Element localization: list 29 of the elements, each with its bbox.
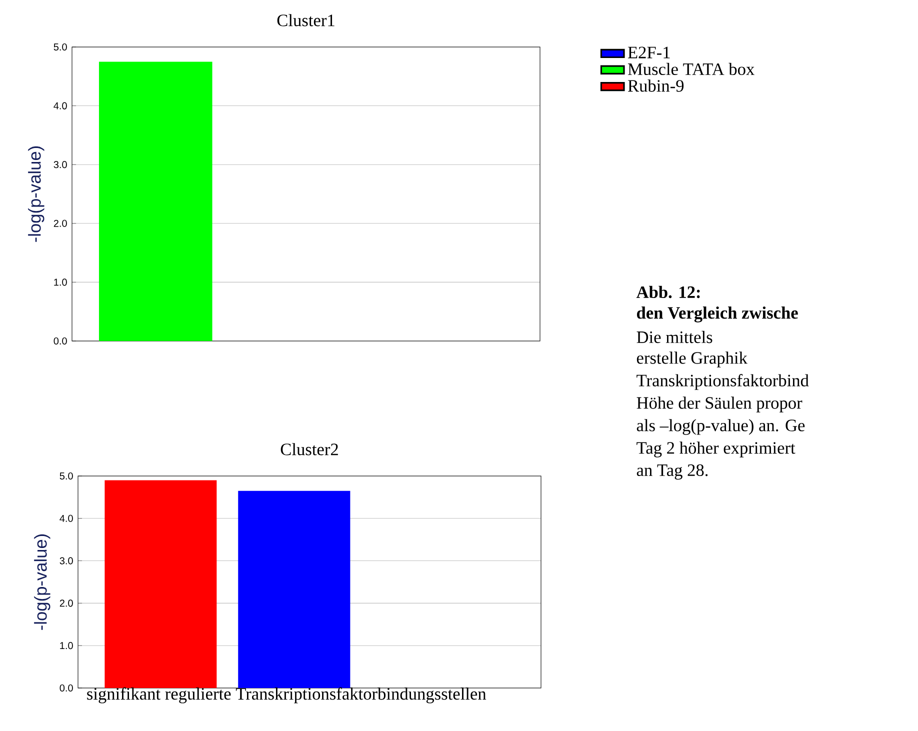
y-tick-label: 2.0 [60,600,73,607]
text: Tag 2 höher exprimiert [636,442,796,458]
text: Die mittels [636,330,712,344]
y-tick-label: 1.0 [60,642,73,650]
x-axis-title: signifikant regulierte Transkriptionsfaktorbindungsstellen [87,687,486,704]
y-tick-label: 4.0 [60,514,73,522]
legend-label: Rubin-9 [628,80,684,92]
legend-label: E2F-1 [628,46,670,58]
y-tick-label: 2.0 [54,220,67,227]
y-tick-label: 3.0 [54,161,67,168]
y-tick-label: 3.0 [60,557,73,564]
y-tick-label: 4.0 [54,102,67,110]
text: den Vergleich zwische [636,306,798,322]
text: Abb. 12: [636,286,700,298]
text: Höhe der Säulen propor [636,396,802,412]
y-axis-title: -log(p-value) [34,534,50,630]
chart-title: Cluster2 [280,443,338,456]
y-tick-label: 5.0 [60,472,73,480]
y-axis-title: -log(p-value) [28,146,44,242]
y-tick-label: 5.0 [54,43,67,51]
y-tick-label: 0.0 [60,684,73,692]
text: als –log(p-value) an. Ge [636,419,805,435]
text: an Tag 28. [636,464,708,480]
legend-label: Muscle TATA box [628,62,754,76]
chart-title: Cluster1 [277,14,334,26]
y-tick-label: 1.0 [54,278,67,286]
y-tick-label: 0.0 [54,337,67,345]
text: erstelle Graphik [636,352,748,368]
text: Transkriptionsfaktorbind [636,374,809,390]
